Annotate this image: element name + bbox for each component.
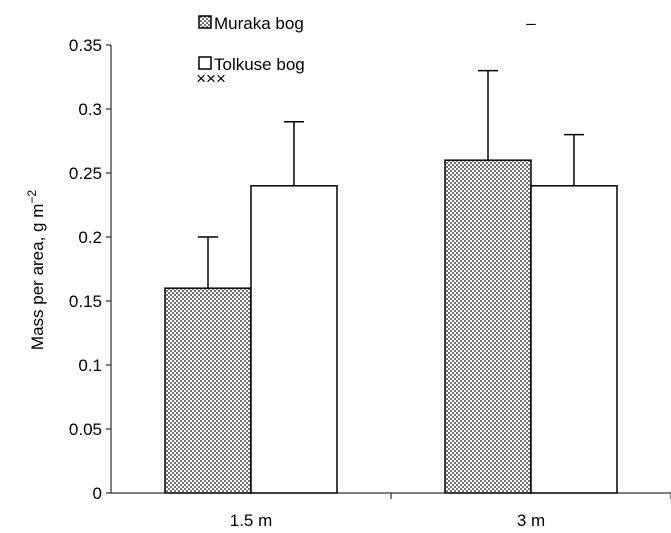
y-tick-label: 0.3 — [78, 100, 102, 119]
y-axis-ticks: 0 0.05 0.1 0.15 0.2 0.25 0.3 0.35 — [69, 36, 111, 503]
legend: Muraka bog Tolkuse bog — [198, 14, 305, 74]
y-tick-label: 0.15 — [69, 292, 102, 311]
legend-label-tolkuse-bog: Tolkuse bog — [214, 55, 305, 74]
y-tick-label: 0.25 — [69, 164, 102, 183]
legend-swatch-tolkuse-bog — [198, 56, 212, 70]
x-tick-label: 1.5 m — [230, 511, 273, 530]
bar-muraka-bog-2 — [444, 159, 532, 494]
bar-muraka-bog-1 — [164, 287, 252, 494]
y-tick-label: 0.05 — [69, 420, 102, 439]
significance-annotation: – — [526, 14, 536, 33]
bar-tolkuse-bog-2 — [530, 185, 618, 494]
legend-label-muraka-bog: Muraka bog — [214, 14, 304, 33]
y-axis-label: Mass per area, g m−2 — [25, 190, 47, 350]
error-bars — [198, 69, 584, 289]
y-tick-label: 0 — [93, 484, 102, 503]
y-tick-label: 0.1 — [78, 356, 102, 375]
bar-tolkuse-bog-1 — [250, 185, 338, 494]
x-axis-ticks: 1.5 m 3 m — [230, 493, 671, 530]
y-axis-label-superscript: −2 — [25, 190, 39, 204]
y-axis-label-text: Mass per area, g m — [28, 204, 47, 350]
y-tick-label: 0.35 — [69, 36, 102, 55]
bars — [164, 159, 618, 494]
annotations: ××× – — [196, 14, 536, 88]
x-tick-label: 3 m — [517, 511, 545, 530]
significance-annotation: ××× — [196, 69, 226, 88]
y-tick-label: 0.2 — [78, 228, 102, 247]
legend-swatch-muraka-bog — [198, 15, 212, 29]
